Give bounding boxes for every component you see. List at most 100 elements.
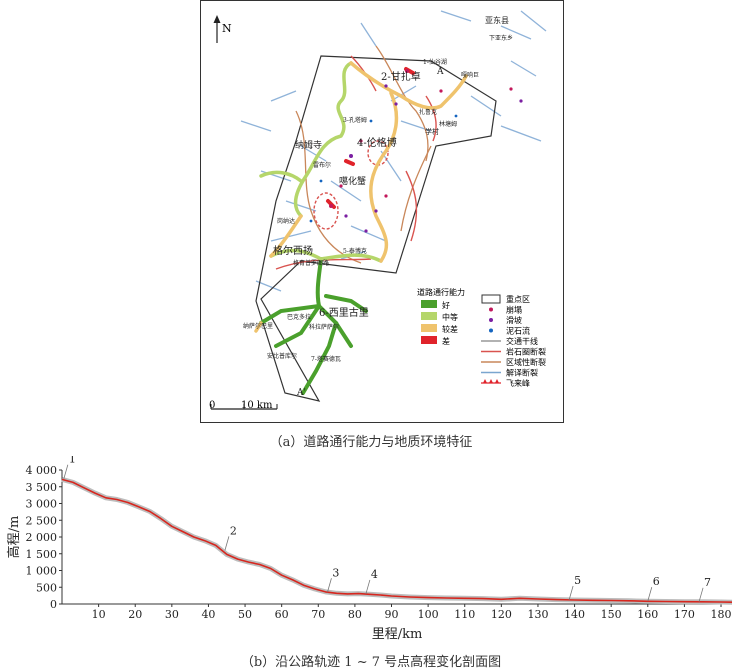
x-tick-label: 90 [385, 608, 399, 621]
place-ganzha: 2-甘扎卓 [381, 70, 421, 83]
x-tick-label: 100 [418, 608, 439, 621]
place-gaxiang: 嘎响巨 [461, 71, 479, 79]
place-taibeike: 5-泰博克 [343, 247, 367, 255]
legend-dot-swatch [489, 328, 493, 333]
legend-peak-tick [495, 379, 499, 383]
marker-a: A [436, 67, 444, 77]
elevation-line [61, 478, 733, 603]
place-lintang: 林塘姆 [439, 120, 457, 128]
x-tick-label: 80 [348, 608, 362, 621]
legend-road-label: 好 [442, 300, 450, 310]
legend-road-label: 中等 [442, 312, 458, 322]
x-tick-label: 120 [491, 608, 512, 621]
point-label: 1 [69, 456, 76, 466]
legend-geo-label: 解译断裂 [506, 368, 538, 378]
point-label: 2 [230, 524, 237, 537]
x-tick-label: 70 [311, 608, 325, 621]
point-leader [63, 464, 69, 479]
x-tick-label: 130 [527, 608, 548, 621]
x-tick-label: 30 [165, 608, 179, 621]
place-xiangu: 1-仙谷湖 [423, 58, 447, 66]
road-medium [259, 61, 383, 263]
scale-label: 10 km [241, 400, 273, 411]
place-naxiaer: 纳萨尔巴里 [243, 322, 273, 330]
y-tick-label: 3 000 [26, 498, 58, 511]
legend-geo-label: 泥石流 [506, 326, 530, 336]
marker-a-prime: A' [296, 388, 306, 398]
legend-dot-swatch [489, 318, 493, 322]
x-axis-label: 里程/km [372, 627, 423, 642]
x-tick-label: 160 [637, 608, 658, 621]
north-label: N [222, 22, 232, 35]
caption-a: （a）道路通行能力与地质环境特征 [269, 435, 473, 450]
place-xueru: 学村 [425, 127, 439, 136]
place-lungebo: 4-伦格博 [357, 136, 397, 149]
x-tick-label: 60 [275, 608, 289, 621]
legend-road-title: 道路通行能力 [417, 287, 465, 297]
place-labels: 亚东县 下亚东乡 1-仙谷湖 嘎响巨 2-甘扎卓 A 扎鲁克 3-孔塔姆 林塘姆… [243, 15, 513, 398]
y-tick-label: 2 000 [26, 531, 58, 544]
caption-b: （b）沿公路轨迹 1 ~ 7 号点高程变化剖面图 [240, 655, 502, 670]
legend-road-label: 差 [442, 336, 450, 346]
x-tick-label: 140 [564, 608, 585, 621]
place-tiaoxia: 7-塔赛德瓦 [311, 355, 341, 363]
place-gangda: 岗纳达 [277, 217, 295, 225]
point-leader [224, 536, 230, 551]
legend-geo-label: 崩塌 [506, 305, 522, 315]
legend-road-swatch [421, 324, 437, 332]
place-xilegui: 6-西里古里 [319, 306, 369, 319]
road-good [259, 257, 368, 395]
y-tick-label: 0 [50, 598, 57, 611]
legend-geo-label: 区域性断裂 [506, 357, 546, 367]
scale-bar [210, 404, 278, 410]
place-geer: 格尔西扬 [273, 244, 313, 257]
place-gahuaxie: 噶化蟹 [339, 175, 366, 187]
y-axis-label: 高程/m [6, 516, 22, 559]
scale-zero: 0 [209, 400, 215, 411]
legend-geo-label: 交通干线 [506, 336, 538, 346]
legend-road-label: 较差 [442, 324, 458, 334]
y-tick-label: 3 500 [26, 481, 58, 494]
legend-geo-label: 重点区 [506, 294, 530, 304]
place-bakeduo: 巴克多拉 [287, 313, 311, 321]
x-tick-label: 170 [674, 608, 695, 621]
road-poor [254, 61, 468, 333]
point-label: 6 [653, 575, 660, 588]
point-leader [698, 587, 704, 602]
y-tick-label: 2 500 [26, 514, 58, 527]
hazard-dots [309, 69, 523, 233]
point-leader [568, 585, 574, 601]
point-label: 4 [371, 568, 378, 581]
profile-chart: 0 500 1 000 1 500 2 000 2 500 3 000 3 500 4 000 1… [0, 453, 742, 646]
x-tick-label: 40 [201, 608, 215, 621]
elevation-shadow [61, 476, 733, 605]
point-leader [365, 579, 371, 595]
place-kelexia: 科拉萨萨尔 [309, 323, 339, 331]
x-tick-label: 50 [238, 608, 252, 621]
y-tick-label: 1 000 [26, 565, 58, 578]
legend-box-swatch [481, 294, 501, 304]
legend-geo-label: 滑坡 [506, 315, 522, 325]
legend-peak-tick [483, 379, 487, 383]
legend-geo-label: 飞来峰 [506, 378, 530, 388]
place-zhabeike: 扎鲁克 [419, 108, 437, 116]
x-tick-label: 110 [454, 608, 475, 621]
interpreted-faults [240, 10, 547, 292]
place-yadong: 亚东县 [485, 15, 509, 25]
legend-road-swatch [421, 336, 437, 344]
legend-road-swatch [421, 312, 437, 320]
place-kongsa: 3-孔塔姆 [343, 116, 367, 124]
key-area-boundary [255, 55, 497, 402]
map-svg: N 0 10 km 亚东县 下亚东乡 1-仙谷湖 嘎响巨 2-甘扎卓 A 扎鲁克… [201, 1, 563, 422]
place-geyang: 格育普罗图路 [293, 259, 329, 267]
legend-dot-swatch [489, 307, 493, 312]
north-arrow-icon [213, 15, 221, 43]
y-tick-label: 1 500 [26, 548, 58, 561]
map-panel: N 0 10 km 亚东县 下亚东乡 1-仙谷湖 嘎响巨 2-甘扎卓 A 扎鲁克… [200, 0, 564, 423]
x-tick-label: 150 [601, 608, 622, 621]
legend-road-swatch [421, 300, 437, 308]
point-leader [647, 587, 653, 602]
x-tick-label: 10 [92, 608, 106, 621]
legend-geo-label: 岩石圈断裂 [506, 347, 546, 357]
